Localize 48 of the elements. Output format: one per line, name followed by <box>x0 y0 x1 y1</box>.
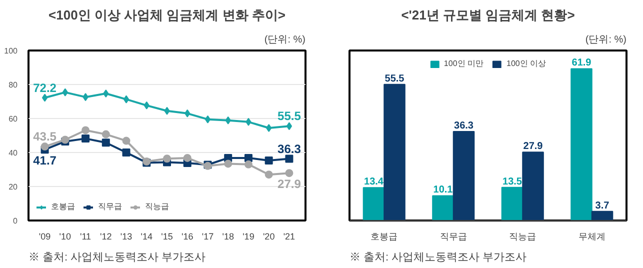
x-tick-label: '09 <box>38 232 51 242</box>
x-tick-label: '21 <box>283 232 296 242</box>
y-tick-label: 80 <box>8 80 18 90</box>
x-tick-label: '20 <box>262 232 275 242</box>
x-tick-label: '17 <box>202 232 214 242</box>
data-label: 36.3 <box>454 120 474 132</box>
y-tick-label: 0 <box>13 216 18 226</box>
data-label: 3.7 <box>595 200 610 212</box>
data-label: 61.9 <box>572 58 592 69</box>
text: ※ 출처: 사업체노동력조사 부가조사 <box>350 252 527 264</box>
legend-label: 직무급 <box>98 201 122 212</box>
data-label: 13.5 <box>502 176 522 188</box>
chart-title: <100인 이상 사업체 임금체계 변화 추이> <box>48 8 286 22</box>
x-tick-label: '19 <box>242 232 254 242</box>
data-label: 36.3 <box>278 142 302 156</box>
data-label: 13.4 <box>364 176 384 188</box>
x-tick-label: 호봉급 <box>370 232 398 242</box>
chart-subtitle: (단위: %) <box>585 34 626 46</box>
data-label: 55.5 <box>278 109 302 124</box>
data-label: 55.5 <box>384 73 405 84</box>
x-tick-label: '11 <box>80 232 92 242</box>
y-tick-label: 60 <box>8 114 18 124</box>
text: ※ 출처: 사업체노동력조사 부가조사 <box>28 252 206 264</box>
x-tick-label: '12 <box>100 232 112 242</box>
x-tick-label: 직무급 <box>440 232 467 242</box>
y-tick-label: 100 <box>4 46 18 56</box>
data-label: 10.1 <box>433 184 454 196</box>
x-tick-label: '13 <box>120 232 132 242</box>
x-tick-label: 직능급 <box>509 232 536 242</box>
data-label: 27.9 <box>523 141 544 152</box>
x-tick-label: '18 <box>222 232 234 242</box>
chart-subtitle: (단위: %) <box>264 34 306 46</box>
legend-label: 100인 이상 <box>506 58 546 69</box>
x-tick-label: '10 <box>59 232 72 242</box>
data-label: 43.5 <box>33 130 57 144</box>
chart-title: <'21년 규모별 임금체계 현황> <box>401 8 576 22</box>
y-tick-label: 40 <box>8 148 18 158</box>
data-label: 72.2 <box>33 80 57 95</box>
x-tick-label: '14 <box>140 232 152 242</box>
x-tick-label: '16 <box>182 232 194 242</box>
y-tick-label: 20 <box>8 182 18 192</box>
data-label: 41.7 <box>33 154 57 168</box>
x-tick-label: '15 <box>161 232 173 242</box>
legend-label: 직능급 <box>145 201 169 212</box>
data-label: 27.9 <box>278 177 302 192</box>
legend-label: 호봉급 <box>51 201 75 212</box>
legend-label: 100인 미만 <box>444 58 484 69</box>
x-tick-label: 무체계 <box>578 232 606 242</box>
